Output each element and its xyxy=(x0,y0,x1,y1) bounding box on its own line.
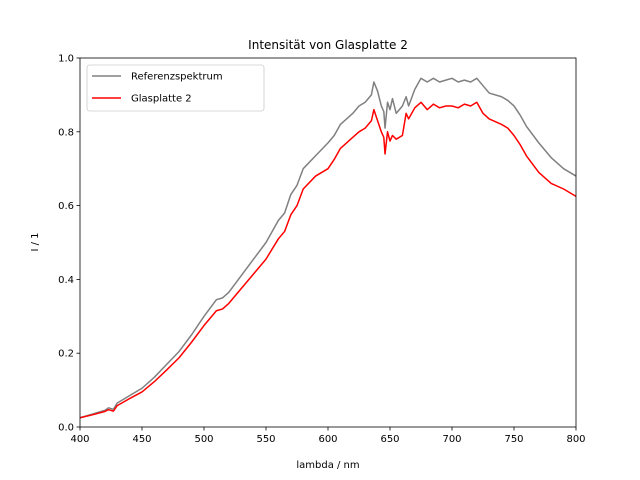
y-axis: 0.0 0.2 0.4 0.6 0.8 1.0 xyxy=(58,54,80,434)
legend-box xyxy=(86,64,265,112)
y-tick-label: 0.8 xyxy=(58,127,74,138)
y-tick-label: 0.6 xyxy=(58,201,74,212)
plot-background xyxy=(80,58,576,427)
legend-label-0: Referenzspektrum xyxy=(131,72,223,83)
series-line-1 xyxy=(79,101,577,419)
x-tick-label: 800 xyxy=(566,434,585,445)
y-axis-label: I / 1 xyxy=(30,232,41,251)
x-tick-label: 650 xyxy=(380,434,399,445)
legend-label-1: Glasplatte 2 xyxy=(131,94,192,105)
x-tick-label: 450 xyxy=(132,434,151,445)
x-tick-label: 700 xyxy=(442,434,461,445)
y-tick-label: 1.0 xyxy=(58,54,74,65)
y-tick-label: 0.2 xyxy=(58,349,74,360)
y-tick-label: 0.4 xyxy=(58,275,74,286)
chart-title: Intensität von Glasplatte 2 xyxy=(248,38,408,52)
y-tick-label: 0.0 xyxy=(58,423,74,434)
x-tick-label: 750 xyxy=(504,434,523,445)
plot-area xyxy=(79,57,577,428)
series-line-0 xyxy=(79,77,577,419)
x-tick-label: 550 xyxy=(256,434,275,445)
x-tick-label: 600 xyxy=(318,434,337,445)
x-axis: 400 450 500 550 600 650 700 750 800 xyxy=(70,427,586,445)
legend: Referenzspektrum Glasplatte 2 xyxy=(86,64,265,112)
x-tick-label: 500 xyxy=(194,434,213,445)
x-axis-label: lambda / nm xyxy=(296,460,359,471)
x-tick-label: 400 xyxy=(70,434,89,445)
